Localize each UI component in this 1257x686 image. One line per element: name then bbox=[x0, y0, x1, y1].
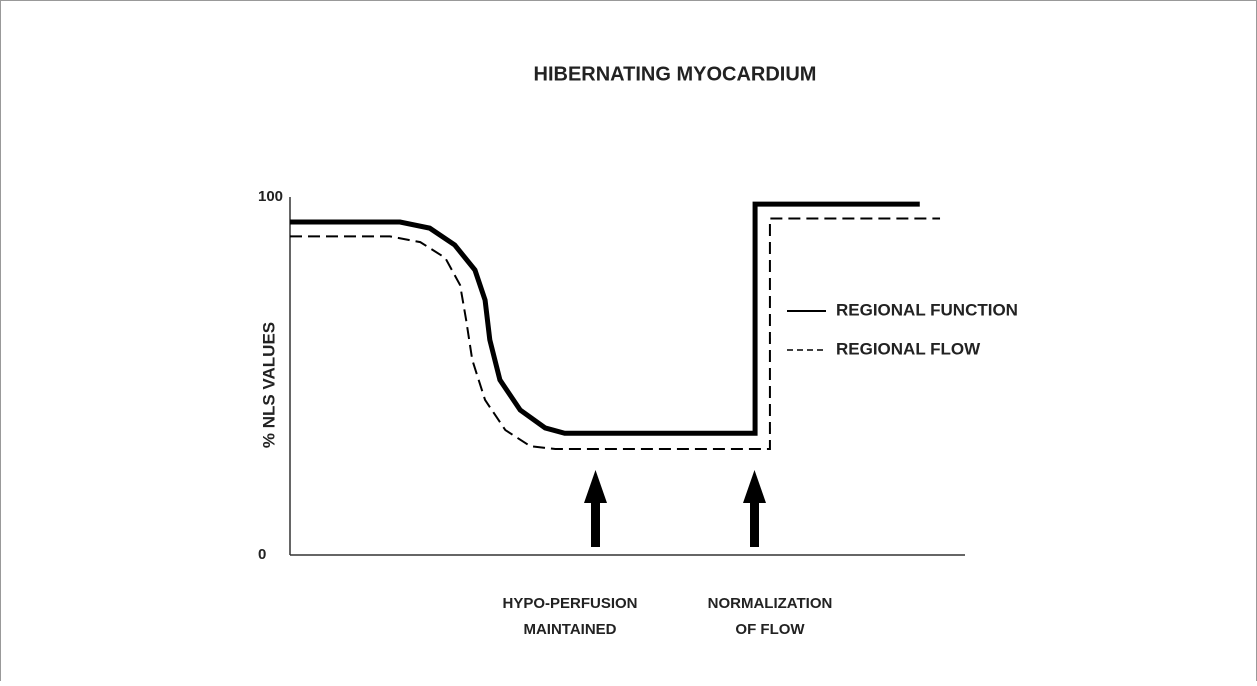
y-tick-label: 0 bbox=[258, 546, 266, 563]
data-line bbox=[290, 217, 941, 451]
annotation: OF FLOW bbox=[735, 621, 805, 638]
chart-title: HIBERNATING MYOCARDIUM bbox=[534, 63, 817, 85]
annotation: MAINTAINED bbox=[523, 621, 616, 638]
y-axis-label: % NLS VALUES bbox=[259, 322, 278, 448]
y-tick-label: 100 bbox=[258, 188, 283, 205]
arrow bbox=[584, 470, 607, 547]
data-line bbox=[290, 201, 920, 436]
annotation: NORMALIZATION bbox=[708, 595, 833, 612]
legend-label: REGIONAL FLOW bbox=[836, 339, 981, 358]
annotation: HYPO-PERFUSION bbox=[502, 595, 637, 612]
legend-label: REGIONAL FUNCTION bbox=[836, 300, 1018, 319]
arrow bbox=[743, 470, 766, 547]
